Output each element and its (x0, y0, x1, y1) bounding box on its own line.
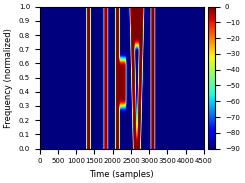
X-axis label: Time (samples): Time (samples) (89, 170, 154, 179)
Y-axis label: Frequency (normalized): Frequency (normalized) (4, 28, 13, 128)
